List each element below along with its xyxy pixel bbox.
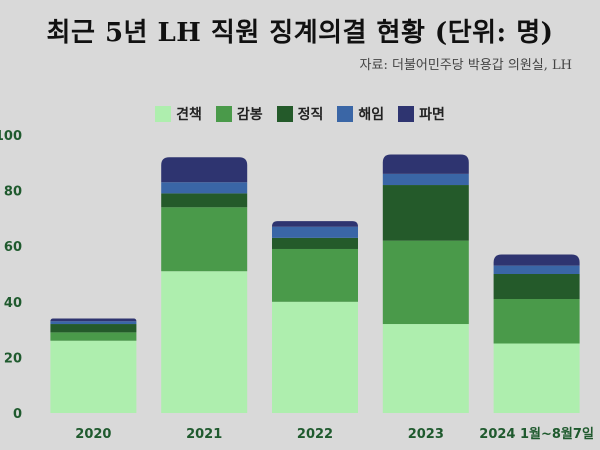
- bar-segment-정직: [493, 274, 580, 300]
- legend-item: 해임: [337, 104, 384, 124]
- legend-label: 감봉: [236, 107, 263, 123]
- bar-segment-해임: [161, 182, 248, 194]
- bar-segment-견책: [50, 340, 137, 413]
- bar-segment-파면: [161, 157, 248, 183]
- legend: 견책 감봉 정직 해임 파면: [0, 104, 600, 124]
- bar-segment-견책: [272, 301, 358, 413]
- bar-segment-정직: [50, 324, 137, 333]
- legend-swatch: [398, 106, 415, 122]
- bar-segment-정직: [161, 193, 248, 208]
- legend-swatch: [155, 106, 172, 122]
- y-tick-label: 40: [4, 296, 22, 311]
- bar-segment-감봉: [272, 248, 358, 302]
- x-tick-label: 2021: [186, 427, 222, 442]
- x-tick-label: 2024 1월~8월7일: [479, 426, 594, 442]
- legend-swatch: [337, 106, 354, 122]
- bar-segment-정직: [272, 237, 358, 249]
- bar-segment-감봉: [50, 332, 137, 341]
- legend-label: 해임: [358, 107, 385, 123]
- bar-segment-해임: [272, 226, 358, 238]
- legend-swatch: [215, 106, 232, 122]
- x-tick-label: 2020: [75, 427, 111, 442]
- bar-segment-감봉: [382, 240, 469, 325]
- legend-item: 파면: [398, 104, 445, 124]
- x-tick-label: 2023: [408, 427, 444, 442]
- bar-segment-해임: [382, 173, 469, 186]
- source-note: 자료: 더불어민주당 박용갑 의원실, LH: [359, 58, 572, 73]
- legend-swatch: [276, 106, 293, 122]
- legend-item: 견책: [155, 104, 202, 124]
- bar-segment-파면: [272, 221, 358, 227]
- bar-segment-파면: [493, 254, 580, 266]
- bar-segment-해임: [493, 265, 580, 274]
- bar-segment-감봉: [161, 207, 248, 272]
- y-tick-label: 80: [4, 185, 22, 200]
- legend-label: 견책: [176, 107, 202, 123]
- chart-title: 최근 5년 LH 직원 징계의결 현황 (단위: 명): [46, 18, 554, 48]
- y-tick-label: 0: [13, 407, 22, 422]
- legend-label: 정직: [297, 107, 324, 123]
- legend-item: 감봉: [215, 104, 263, 124]
- y-tick-label: 60: [4, 240, 22, 255]
- bar-segment-견책: [493, 343, 580, 413]
- bar-segment-파면: [382, 154, 469, 174]
- bar-segment-견책: [382, 324, 469, 413]
- bar-segment-감봉: [493, 299, 580, 344]
- x-tick-label: 2022: [297, 427, 333, 442]
- bar-segment-파면: [50, 318, 137, 322]
- legend-item: 정직: [276, 104, 324, 124]
- bar-segment-견책: [161, 271, 248, 413]
- legend-label: 파면: [419, 107, 445, 123]
- bar-segment-해임: [50, 321, 137, 325]
- bar-segment-정직: [382, 185, 469, 241]
- y-tick-label: 100: [0, 129, 22, 144]
- y-tick-label: 20: [4, 351, 22, 366]
